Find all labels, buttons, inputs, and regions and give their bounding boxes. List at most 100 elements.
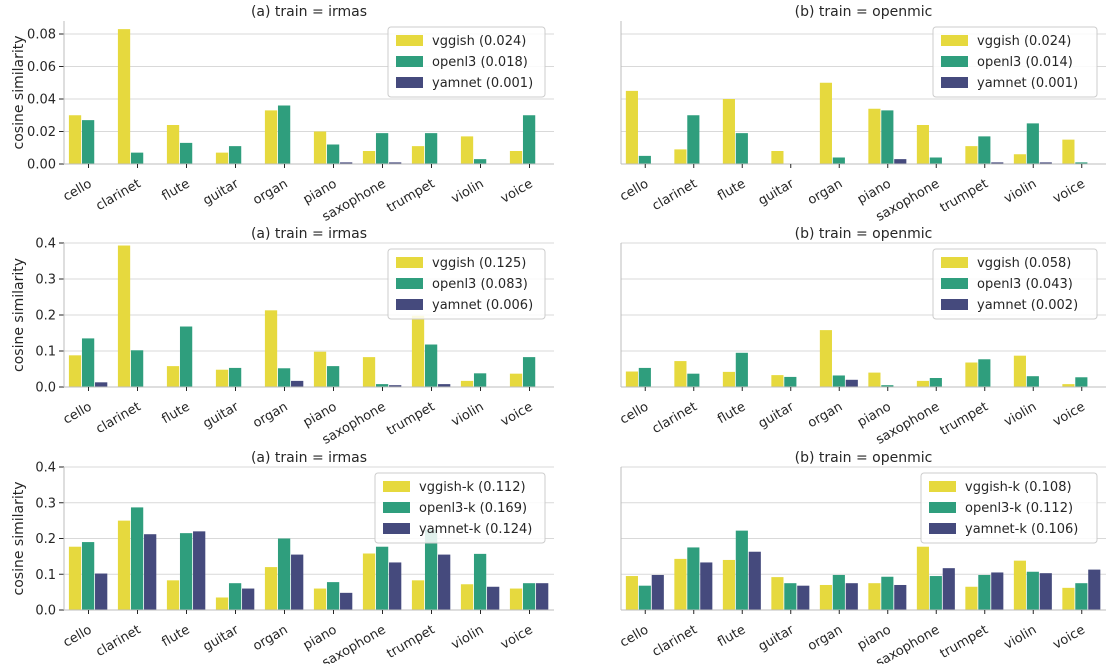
y-tick-label: 0.02 (27, 125, 56, 140)
x-tick-label: violin (1002, 622, 1040, 652)
x-tick-label: guitar (201, 399, 242, 432)
bar-voice-1 (509, 151, 523, 164)
bar-trumpet-1 (411, 146, 425, 165)
bar-organ-1 (819, 82, 832, 164)
bar-flute-1 (166, 125, 180, 164)
x-tick-label: voice (1050, 176, 1087, 206)
legend-frame (932, 248, 1098, 320)
bar-clarinet-1 (117, 245, 131, 387)
x-tick-label: voice (1050, 399, 1087, 429)
x-tick-label: flute (715, 176, 748, 204)
legend-swatch (396, 35, 423, 46)
legend: vggish (0.058) openl3 (0.043) yamnet (0.00… (932, 248, 1098, 320)
bar-voice-2 (1075, 377, 1088, 387)
legend-label: yamnet-k (0.106) (965, 522, 1078, 537)
chart-panel-1: 0.00 0.02 0.04 0.06 0.08 cello clarinet flute gu… (11, 4, 554, 225)
bar-saxophone-2 (375, 546, 389, 610)
y-tick-label: 0.1 (35, 568, 56, 583)
x-tick-label: clarinet (650, 622, 700, 660)
chart-title: (b) train = openmic (795, 226, 933, 242)
x-tick-label: cello (617, 622, 651, 650)
legend-label: vggish (0.024) (432, 34, 526, 49)
bar-guitar-1 (771, 151, 784, 164)
bar-cello-1 (625, 371, 638, 387)
bar-voice-1 (1062, 384, 1075, 387)
bar-cello-2 (81, 542, 95, 610)
x-tick-label: guitar (756, 399, 797, 432)
x-tick-label: voice (1050, 622, 1087, 652)
x-tick-label: guitar (201, 622, 242, 655)
x-tick-label: voice (498, 622, 535, 652)
bar-organ-2 (277, 368, 291, 387)
bar-saxophone-1 (362, 151, 376, 164)
x-tick-label: organ (250, 176, 290, 208)
bar-cello-1 (68, 355, 82, 387)
legend-label: openl3-k (0.112) (965, 501, 1073, 516)
bar-cello-2 (638, 585, 651, 610)
bar-saxophone-2 (375, 384, 389, 387)
legend: vggish (0.125) openl3 (0.083) yamnet (0.00… (387, 248, 546, 320)
legend-swatch (929, 523, 956, 534)
x-tick-label: organ (250, 622, 290, 654)
legend-label: openl3 (0.043) (977, 277, 1073, 292)
bar-cello-3 (95, 382, 108, 387)
bar-violin-2 (1026, 571, 1039, 610)
legend: vggish-k (0.108) openl3-k (0.112) yamnet-k… (920, 472, 1098, 544)
bar-voice-2 (522, 583, 536, 610)
bar-saxophone-1 (916, 546, 929, 610)
bar-saxophone-1 (362, 357, 376, 387)
legend: vggish (0.024) openl3 (0.018) yamnet (0.00… (387, 26, 546, 98)
bar-saxophone-1 (362, 553, 376, 610)
bar-cello-2 (638, 367, 651, 387)
bar-piano-2 (326, 582, 340, 610)
legend: vggish-k (0.112) openl3-k (0.169) yamnet-k… (374, 472, 546, 544)
legend-frame (387, 248, 546, 320)
chart-title: (b) train = openmic (795, 4, 933, 20)
x-tick-label: voice (498, 399, 535, 429)
bar-piano-1 (313, 131, 327, 164)
x-tick-label: voice (498, 176, 535, 206)
bar-clarinet-3 (700, 562, 713, 610)
bar-piano-1 (313, 588, 327, 610)
bar-saxophone-1 (916, 380, 929, 387)
legend-label: yamnet (0.006) (432, 298, 533, 313)
bar-cello-3 (651, 574, 664, 610)
bar-clarinet-1 (117, 520, 131, 611)
bar-saxophone-3 (389, 562, 402, 610)
bar-guitar-1 (771, 577, 784, 610)
legend-label: openl3-k (0.169) (419, 501, 527, 516)
bar-voice-2 (522, 115, 536, 164)
bar-organ-3 (291, 554, 304, 610)
bar-trumpet-1 (965, 146, 978, 165)
legend: vggish (0.024) openl3 (0.014) yamnet (0.00… (932, 26, 1098, 98)
bar-violin-1 (460, 380, 474, 387)
legend-label: vggish-k (0.108) (965, 480, 1072, 495)
bar-saxophone-2 (929, 576, 942, 610)
bar-voice-2 (1075, 583, 1088, 610)
bar-piano-3 (340, 592, 353, 610)
bar-piano-1 (868, 372, 881, 387)
legend-label: yamnet-k (0.124) (419, 522, 532, 537)
bar-violin-3 (1039, 162, 1052, 165)
bar-saxophone-2 (929, 378, 942, 387)
y-tick-label: 0.0 (35, 381, 56, 396)
bar-clarinet-1 (674, 149, 687, 165)
bar-violin-1 (460, 136, 474, 165)
x-tick-label: organ (805, 622, 845, 654)
legend-label: vggish (0.024) (977, 34, 1071, 49)
x-tick-label: trumpet (384, 399, 437, 438)
x-tick-label: trumpet (938, 176, 991, 215)
x-tick-label: clarinet (94, 399, 144, 437)
bar-violin-3 (487, 586, 500, 610)
bar-guitar-2 (228, 583, 242, 610)
bar-violin-2 (473, 553, 487, 610)
legend-swatch (396, 257, 423, 268)
x-tick-label: guitar (756, 622, 797, 655)
x-tick-label: flute (159, 622, 192, 650)
bar-violin-2 (1026, 376, 1039, 387)
bar-trumpet-1 (965, 586, 978, 610)
bar-clarinet-2 (687, 373, 700, 387)
bar-trumpet-3 (438, 384, 451, 387)
bar-organ-1 (264, 567, 278, 610)
